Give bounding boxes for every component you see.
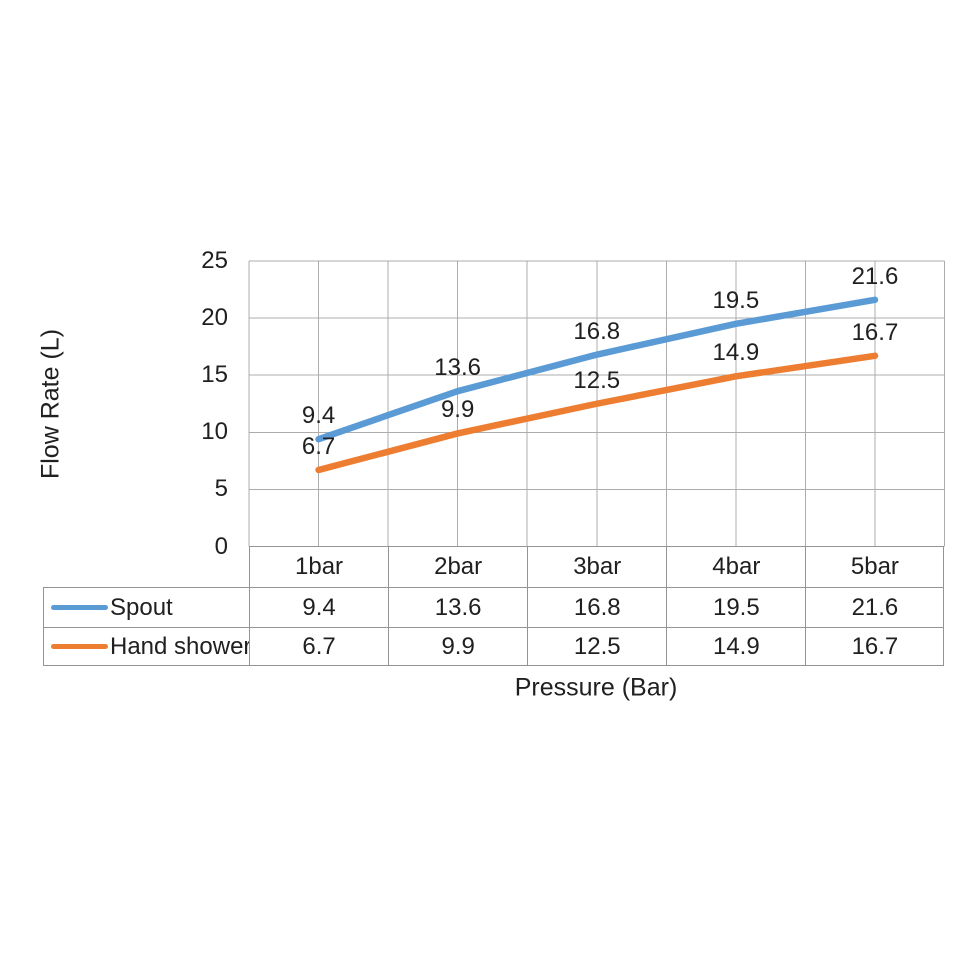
y-tick-label: 0 — [214, 532, 228, 560]
series-line-spout — [315, 296, 879, 443]
hand-shower-line-swatch-icon — [51, 644, 108, 649]
data-table: 1bar 2bar 3bar 4bar 5bar Spout 9.4 13.6 … — [43, 546, 945, 666]
data-label: 14.9 — [712, 339, 760, 367]
table-value: 13.6 — [388, 587, 528, 627]
table-value: 19.5 — [666, 587, 806, 627]
data-label: 9.4 — [301, 402, 336, 430]
data-label: 12.5 — [573, 366, 621, 394]
table-value: 9.9 — [388, 627, 528, 665]
series-line-hand-shower — [315, 352, 879, 474]
data-label: 13.6 — [434, 354, 481, 382]
category-header: 2bar — [388, 546, 528, 587]
y-tick-label: 20 — [201, 304, 228, 332]
data-label: 6.7 — [301, 432, 336, 460]
table-value: 16.7 — [805, 627, 945, 665]
category-header: 5bar — [805, 546, 945, 587]
series-name: Hand shower — [110, 632, 249, 660]
category-header: 3bar — [527, 546, 667, 587]
series-name: Spout — [110, 593, 173, 621]
table-value: 6.7 — [249, 627, 389, 665]
y-axis-title: Flow Rate (L) — [36, 328, 65, 480]
data-label: 9.9 — [440, 396, 475, 424]
data-label: 19.5 — [712, 286, 760, 314]
table-value: 21.6 — [805, 587, 945, 627]
x-axis-title: Pressure (Bar) — [514, 673, 678, 702]
legend-item-spout: Spout — [43, 587, 249, 627]
y-tick-label: 10 — [201, 418, 228, 446]
legend-item-hand-shower: Hand shower — [43, 627, 249, 665]
data-label: 16.7 — [851, 318, 899, 346]
data-label: 21.6 — [851, 262, 899, 290]
table-value: 14.9 — [666, 627, 806, 665]
table-value: 12.5 — [527, 627, 667, 665]
y-tick-label: 25 — [201, 247, 228, 274]
data-label: 16.8 — [573, 317, 621, 345]
table-value: 16.8 — [527, 587, 667, 627]
category-header: 1bar — [249, 546, 389, 587]
y-tick-label: 15 — [201, 361, 228, 389]
y-tick-label: 5 — [214, 475, 228, 503]
table-corner-cell — [43, 546, 249, 587]
spout-line-swatch-icon — [51, 605, 108, 610]
table-value: 9.4 — [249, 587, 389, 627]
category-header: 4bar — [666, 546, 806, 587]
